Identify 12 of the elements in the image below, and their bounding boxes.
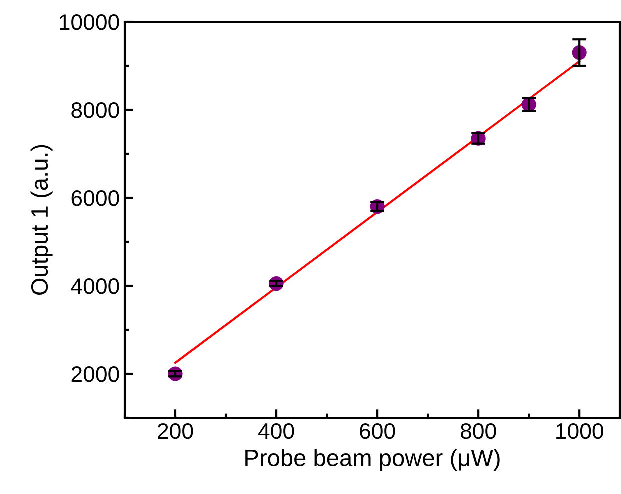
x-tick-label: 400 — [258, 423, 294, 440]
y-axis-title: Output 1 (a.u.) — [30, 145, 53, 295]
x-axis-title: Probe beam power (μW) — [246, 449, 500, 472]
x-tick-label: 1000 — [556, 423, 604, 440]
x-tick-label: 200 — [158, 423, 194, 440]
y-tick-label: 8000 — [72, 102, 120, 118]
y-tick-label: 6000 — [72, 190, 120, 206]
y-tick-label: 4000 — [71, 278, 120, 294]
y-tick-label: 2000 — [72, 366, 120, 382]
y-tick-label: 10000 — [60, 14, 120, 30]
x-tick-label: 800 — [461, 423, 496, 440]
x-tick-label: 600 — [360, 423, 396, 440]
